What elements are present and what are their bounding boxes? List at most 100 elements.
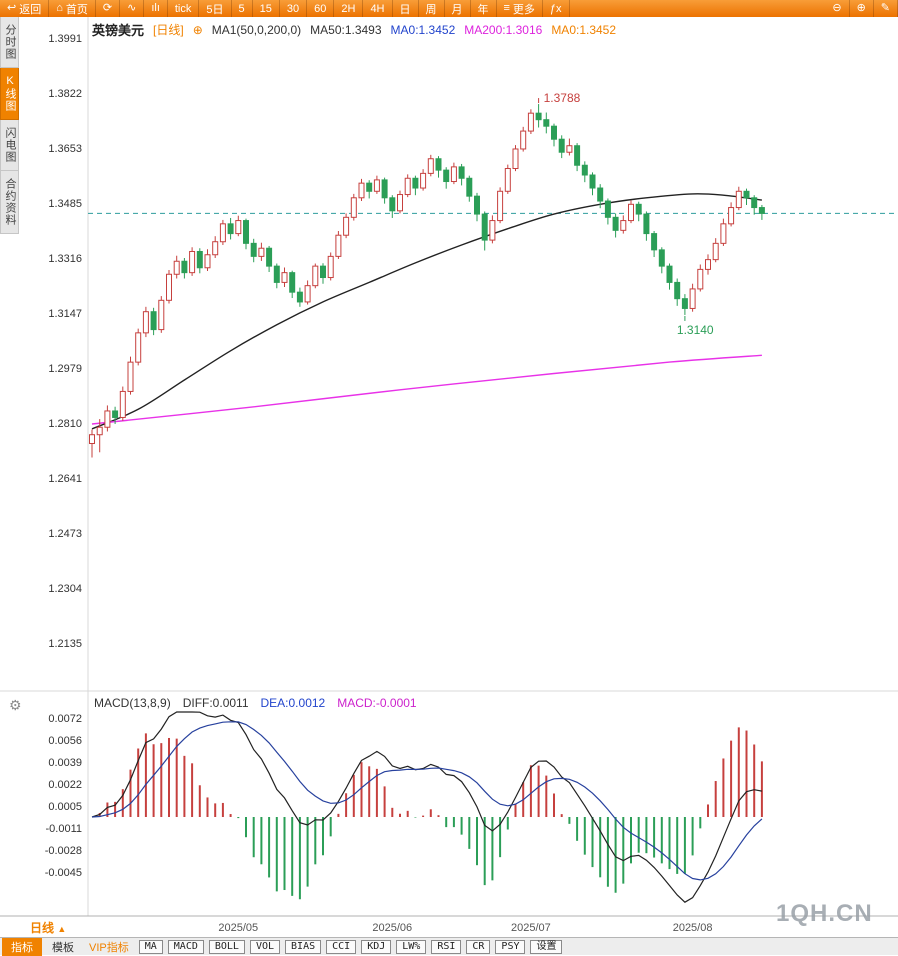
sidebar-tab-kline-chart[interactable]: K线图 bbox=[0, 68, 19, 120]
tab-2h-label: 2H bbox=[341, 2, 356, 15]
indicator-boll[interactable]: BOLL bbox=[208, 939, 245, 954]
tab-day-label: 日 bbox=[399, 3, 411, 16]
indicator-ma[interactable]: MA bbox=[138, 939, 163, 954]
more-button[interactable]: ≡ 更多 bbox=[497, 0, 543, 17]
svg-text:1.2135: 1.2135 bbox=[48, 638, 82, 650]
svg-text:1.3991: 1.3991 bbox=[48, 33, 82, 45]
tab-week[interactable]: 周 bbox=[419, 0, 445, 17]
bottom-tabbar: 指标 模板 VIP指标 MA MACD BOLL VOL BIAS CCI KD… bbox=[0, 937, 898, 956]
indicator-vol[interactable]: VOL bbox=[249, 939, 281, 954]
svg-text:0.0072: 0.0072 bbox=[48, 713, 82, 725]
ma200-value: MA200:1.3016 bbox=[464, 22, 543, 37]
svg-text:1.3316: 1.3316 bbox=[48, 253, 82, 265]
tab-tick-label: tick bbox=[174, 2, 192, 15]
ma0-orange-value: MA0:1.3452 bbox=[551, 22, 617, 37]
macd-diff-value: DIFF:0.0011 bbox=[182, 696, 249, 710]
svg-text:1.3485: 1.3485 bbox=[48, 198, 82, 210]
home-button[interactable]: ⌂ 首页 bbox=[49, 0, 96, 17]
watermark: 1QH.CN bbox=[776, 900, 873, 927]
fx-label: ƒx bbox=[549, 2, 562, 15]
svg-text:-0.0011: -0.0011 bbox=[46, 823, 83, 835]
line-chart-icon: ∿ bbox=[127, 2, 137, 14]
period-tag[interactable]: [日线] bbox=[153, 23, 184, 37]
fx-button[interactable]: ƒx bbox=[543, 0, 570, 17]
add-indicator-icon[interactable]: ⊕ bbox=[192, 22, 203, 37]
svg-text:2025/08: 2025/08 bbox=[673, 922, 713, 934]
svg-text:0.0005: 0.0005 bbox=[48, 801, 82, 813]
indicator-macd[interactable]: MACD bbox=[167, 939, 204, 954]
svg-text:1.3788: 1.3788 bbox=[544, 91, 581, 105]
tab-vip-indicators[interactable]: VIP指标 bbox=[89, 941, 129, 954]
tab-week-label: 周 bbox=[425, 3, 437, 16]
svg-text:2025/05: 2025/05 bbox=[218, 922, 258, 934]
zoom-out-button[interactable]: ⊖ bbox=[825, 0, 850, 17]
tab-15min[interactable]: 15 bbox=[253, 0, 280, 17]
ma50-value: MA50:1.3493 bbox=[310, 22, 382, 37]
tab-30min[interactable]: 30 bbox=[280, 0, 308, 17]
top-toolbar: ↩ 返回 ⌂ 首页 ⟳ ∿ ılı tick 5日 5 15 30 60 2H 4H… bbox=[0, 0, 898, 17]
svg-text:1.2641: 1.2641 bbox=[48, 473, 82, 485]
tab-indicators[interactable]: 指标 bbox=[2, 937, 42, 956]
bar-chart-icon: ılı bbox=[151, 2, 160, 14]
svg-text:2025/06: 2025/06 bbox=[372, 922, 412, 934]
sidebar-tab-contract-info[interactable]: 合约资料 bbox=[0, 171, 19, 234]
tab-5min[interactable]: 5 bbox=[232, 0, 253, 17]
tab-4h[interactable]: 4H bbox=[363, 0, 393, 17]
bar-chart-button[interactable]: ılı bbox=[144, 0, 168, 17]
tab-4h-label: 4H bbox=[370, 2, 385, 15]
tab-60min[interactable]: 60 bbox=[307, 0, 335, 17]
tab-month-label: 月 bbox=[451, 3, 463, 16]
menu-icon: ≡ bbox=[503, 2, 510, 14]
back-icon: ↩ bbox=[7, 2, 17, 14]
symbol-name: 英镑美元 bbox=[92, 23, 145, 38]
line-chart-button[interactable]: ∿ bbox=[120, 0, 145, 17]
sidebar-tab-lightning-chart[interactable]: 闪电图 bbox=[0, 120, 19, 171]
period-indicator-label: 日线 bbox=[30, 921, 55, 935]
tab-5day[interactable]: 5日 bbox=[199, 0, 232, 17]
back-label: 返回 bbox=[19, 3, 42, 16]
zoom-in-button[interactable]: ⊕ bbox=[850, 0, 874, 17]
indicator-bias[interactable]: BIAS bbox=[285, 939, 322, 954]
draw-button[interactable]: ✎ bbox=[874, 0, 898, 17]
svg-text:1.2304: 1.2304 bbox=[48, 583, 82, 595]
ma0-blue-value: MA0:1.3452 bbox=[390, 22, 456, 37]
tab-month[interactable]: 月 bbox=[445, 0, 471, 17]
svg-text:1.2810: 1.2810 bbox=[48, 418, 82, 430]
svg-text:1.2979: 1.2979 bbox=[48, 363, 82, 375]
svg-text:-0.0045: -0.0045 bbox=[45, 867, 82, 879]
left-sidebar: 分时图 K线图 闪电图 合约资料 bbox=[0, 17, 19, 234]
tab-tick[interactable]: tick bbox=[168, 0, 200, 17]
back-button[interactable]: ↩ 返回 bbox=[0, 0, 50, 17]
svg-text:1.3147: 1.3147 bbox=[48, 308, 82, 320]
zoom-out-icon: ⊖ bbox=[832, 2, 842, 14]
svg-text:1.3653: 1.3653 bbox=[48, 143, 82, 155]
chevron-up-icon: ▲ bbox=[57, 924, 67, 934]
indicator-lw[interactable]: LW% bbox=[396, 939, 427, 954]
tab-year[interactable]: 年 bbox=[471, 0, 497, 17]
svg-text:1.3140: 1.3140 bbox=[677, 323, 714, 337]
home-icon: ⌂ bbox=[56, 2, 63, 14]
indicator-cci[interactable]: CCI bbox=[326, 939, 357, 954]
pen-icon: ✎ bbox=[880, 2, 890, 14]
more-label: 更多 bbox=[512, 3, 535, 16]
settings-button[interactable]: 设置 bbox=[530, 939, 563, 954]
tab-day[interactable]: 日 bbox=[393, 0, 419, 17]
tab-15min-label: 15 bbox=[259, 2, 272, 15]
tab-30min-label: 30 bbox=[286, 2, 300, 15]
chart-header: 英镑美元 [日线] ⊕ MA1(50,0,200,0) MA50:1.3493 … bbox=[92, 20, 616, 39]
sidebar-tab-time-chart[interactable]: 分时图 bbox=[0, 17, 19, 68]
settings-gear-icon[interactable]: ⚙ bbox=[9, 697, 22, 713]
indicator-psy[interactable]: PSY bbox=[495, 939, 526, 954]
tab-templates[interactable]: 模板 bbox=[52, 941, 74, 954]
svg-text:1.3822: 1.3822 bbox=[48, 88, 82, 100]
tab-year-label: 年 bbox=[477, 3, 489, 16]
indicator-kdj[interactable]: KDJ bbox=[361, 939, 392, 954]
refresh-icon: ⟳ bbox=[102, 2, 113, 14]
tab-2h[interactable]: 2H bbox=[334, 0, 364, 17]
refresh-button[interactable]: ⟳ bbox=[96, 0, 121, 17]
tab-60min-label: 60 bbox=[314, 2, 327, 15]
indicator-cr[interactable]: CR bbox=[466, 939, 491, 954]
period-indicator[interactable]: 日线 ▲ bbox=[30, 919, 66, 936]
indicator-rsi[interactable]: RSI bbox=[431, 939, 462, 954]
